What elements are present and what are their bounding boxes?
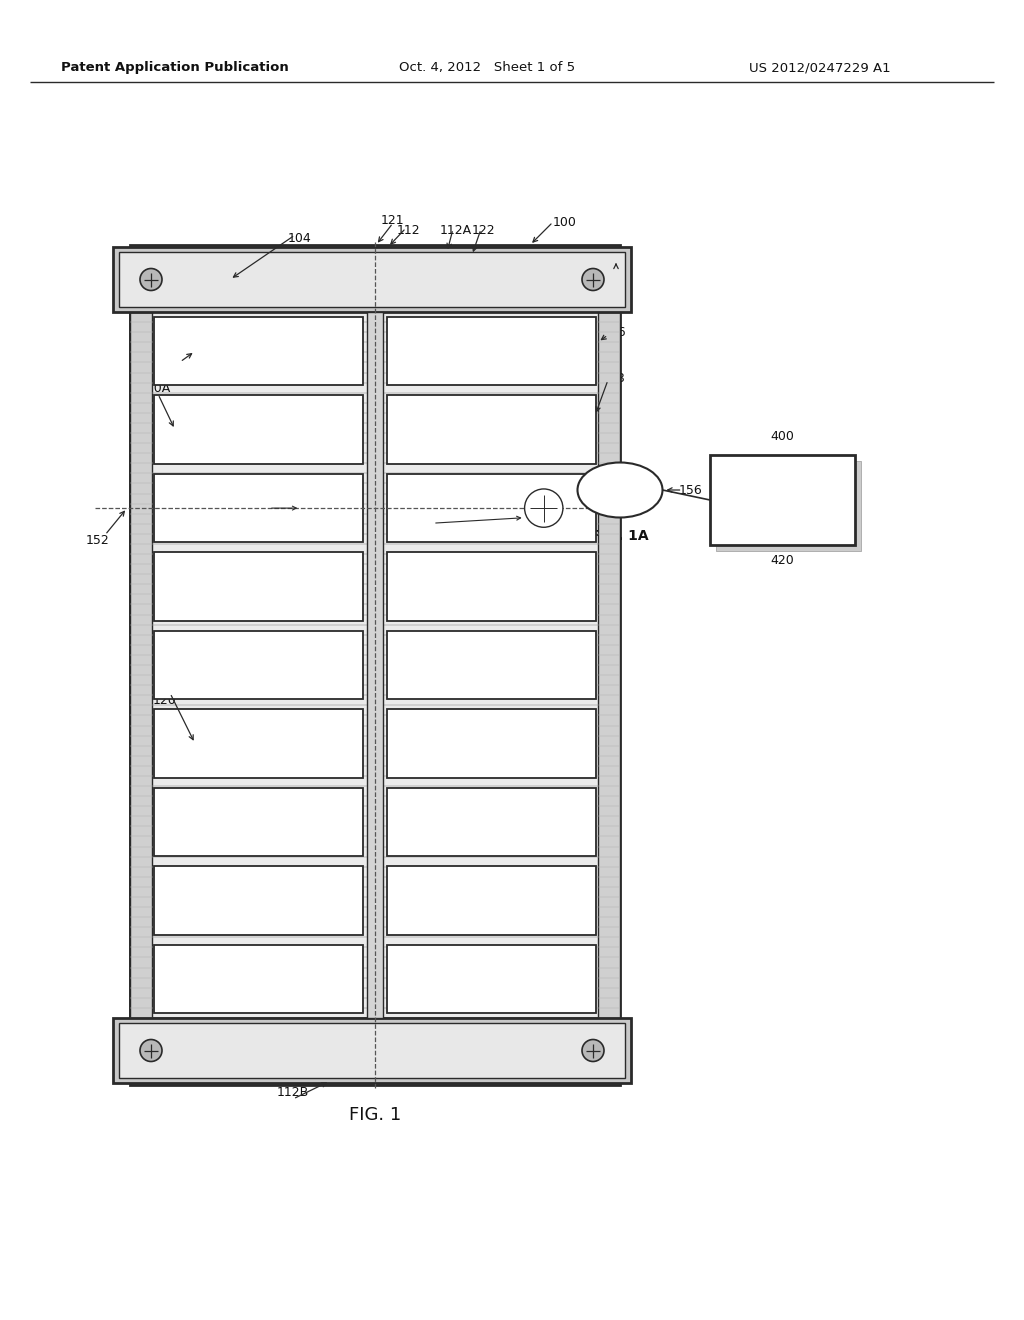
Text: 120B: 120B xyxy=(226,502,257,515)
Text: 116: 116 xyxy=(602,326,626,338)
Text: 152: 152 xyxy=(86,533,110,546)
Text: 108: 108 xyxy=(607,265,631,279)
Text: 144B: 144B xyxy=(615,507,644,517)
Bar xyxy=(119,1023,625,1078)
Bar xyxy=(154,788,362,857)
Text: 104: 104 xyxy=(288,231,312,244)
Circle shape xyxy=(140,1040,162,1061)
Bar xyxy=(387,474,596,543)
Bar xyxy=(387,866,596,935)
Circle shape xyxy=(582,268,604,290)
Text: FIG. 1: FIG. 1 xyxy=(349,1106,401,1125)
Bar xyxy=(710,455,855,545)
Text: 136: 136 xyxy=(615,495,636,506)
Bar xyxy=(130,312,152,1018)
Bar xyxy=(387,317,596,385)
Text: 100: 100 xyxy=(553,215,577,228)
Circle shape xyxy=(140,268,162,290)
Text: 120: 120 xyxy=(154,693,177,706)
Bar xyxy=(598,312,620,1018)
Text: 140: 140 xyxy=(401,519,423,528)
Text: Patent Application Publication: Patent Application Publication xyxy=(61,62,289,74)
Text: SOFTWARE: SOFTWARE xyxy=(740,492,824,507)
Text: 120C: 120C xyxy=(452,502,481,515)
Bar xyxy=(367,312,383,1018)
Bar xyxy=(113,1018,631,1082)
Bar xyxy=(154,396,362,463)
Text: 156: 156 xyxy=(679,483,702,496)
Text: 120A: 120A xyxy=(139,381,171,395)
Circle shape xyxy=(524,488,563,527)
Text: 121: 121 xyxy=(380,214,403,227)
Text: 128: 128 xyxy=(602,371,626,384)
Bar xyxy=(154,945,362,1012)
Bar xyxy=(387,945,596,1012)
Bar xyxy=(130,246,620,1085)
Text: 144A: 144A xyxy=(615,471,644,480)
Bar xyxy=(154,709,362,777)
Bar xyxy=(154,866,362,935)
Text: 112: 112 xyxy=(396,223,420,236)
Text: Oct. 4, 2012   Sheet 1 of 5: Oct. 4, 2012 Sheet 1 of 5 xyxy=(399,62,575,74)
Text: US 2012/0247229 A1: US 2012/0247229 A1 xyxy=(750,62,891,74)
Bar xyxy=(154,317,362,385)
Bar xyxy=(154,631,362,700)
Text: 108: 108 xyxy=(610,261,634,275)
Bar xyxy=(113,247,631,312)
Text: 112B: 112B xyxy=(276,1086,309,1100)
Text: FIG. 1A: FIG. 1A xyxy=(592,528,648,543)
Bar xyxy=(119,252,625,308)
Bar xyxy=(154,474,362,543)
Text: 400: 400 xyxy=(771,430,795,444)
Text: 124: 124 xyxy=(171,351,195,364)
Text: 132: 132 xyxy=(615,483,636,492)
Circle shape xyxy=(582,1040,604,1061)
Bar xyxy=(130,312,620,1018)
Text: 112A: 112A xyxy=(440,224,472,238)
Bar xyxy=(387,552,596,620)
Bar xyxy=(716,461,861,550)
Bar xyxy=(387,396,596,463)
Bar xyxy=(387,709,596,777)
Ellipse shape xyxy=(578,462,663,517)
Bar xyxy=(387,788,596,857)
Bar xyxy=(154,552,362,620)
Text: 420: 420 xyxy=(771,553,795,566)
Bar xyxy=(387,631,596,700)
Text: 122: 122 xyxy=(471,224,495,238)
